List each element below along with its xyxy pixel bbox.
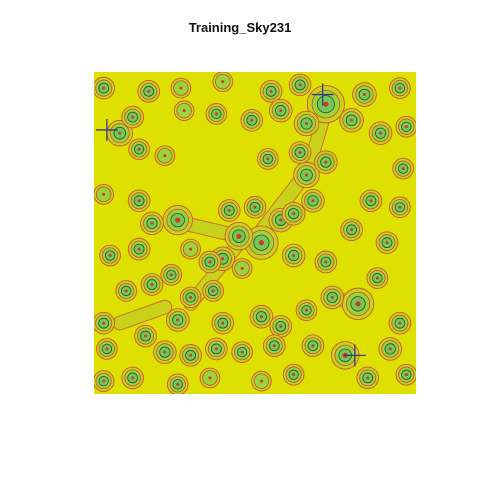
blob-peak-44 [108, 254, 112, 258]
blob-peak-64 [398, 321, 402, 325]
blob-peak-67 [163, 350, 167, 354]
blob-peak-19 [398, 86, 402, 90]
blob-peak-8 [305, 173, 309, 177]
blob-peak-13 [147, 89, 151, 93]
blob-peak-56 [211, 289, 215, 293]
blob-peak-14 [179, 86, 183, 90]
blob-peak-7 [279, 218, 283, 222]
halo-cross-marker-0 [95, 118, 118, 141]
blob-peak-79 [292, 373, 296, 377]
blob-peak-46 [189, 247, 193, 251]
blob-peak-76 [176, 382, 180, 386]
blob-peak-51 [240, 266, 244, 270]
blob-peak-41 [398, 205, 402, 209]
blob-peak-25 [305, 122, 309, 126]
blob-peak-26 [350, 118, 354, 122]
blob-peak-66 [105, 347, 109, 351]
blob-peak-55 [189, 295, 193, 299]
blob-peak-38 [227, 208, 231, 212]
blob-peak-52 [375, 276, 379, 280]
blob-peak-77 [208, 376, 212, 380]
blob-peak-54 [150, 283, 154, 287]
blob-peak-0 [323, 101, 329, 107]
blob-peak-18 [362, 93, 366, 97]
blob-peak-68 [189, 353, 193, 357]
blob-peak-22 [214, 112, 218, 116]
blob-peak-53 [124, 289, 128, 293]
blob-peak-31 [266, 157, 270, 161]
blob-peak-12 [102, 86, 106, 90]
blob-peak-58 [102, 321, 106, 325]
blob-peak-17 [298, 83, 302, 87]
blob-peak-80 [366, 376, 370, 380]
blob-peak-61 [259, 315, 263, 319]
blob-peak-48 [292, 254, 296, 258]
blob-peak-20 [131, 115, 135, 119]
blob-peak-2 [355, 301, 361, 307]
blob-peak-28 [404, 125, 408, 129]
blob-peak-24 [279, 109, 283, 113]
sky-heatmap [94, 72, 416, 394]
blob-peak-69 [214, 347, 218, 351]
halo-cross-marker-2 [343, 344, 366, 367]
blob-peak-70 [240, 350, 244, 354]
blob-peak-62 [279, 324, 283, 328]
blob-peak-60 [221, 321, 225, 325]
blob-peak-50 [169, 273, 173, 277]
blob-peak-47 [208, 260, 212, 264]
blob-peak-78 [259, 379, 263, 383]
blob-peak-81 [404, 373, 408, 377]
chart-title: Training_Sky231 [188, 20, 292, 35]
blob-peak-9 [311, 199, 315, 203]
blob-peak-16 [269, 89, 273, 93]
blob-peak-5 [236, 233, 242, 239]
blob-peak-63 [305, 308, 309, 312]
blob-peak-40 [369, 199, 373, 203]
blob-peak-34 [401, 167, 405, 171]
ridge-0 [113, 300, 172, 330]
blob-peak-4 [175, 217, 181, 223]
blob-peak-59 [176, 318, 180, 322]
blob-peak-6 [221, 257, 225, 261]
blob-peak-65 [144, 334, 148, 338]
blob-peak-37 [150, 221, 154, 225]
blob-peak-33 [324, 160, 328, 164]
blob-peak-43 [385, 241, 389, 245]
blob-peak-39 [253, 205, 257, 209]
blob-peak-45 [137, 247, 141, 251]
blob-peak-71 [272, 344, 276, 348]
halo-cross-marker-1 [311, 83, 334, 106]
blob-peak-57 [330, 295, 334, 299]
blob-peak-11 [118, 131, 122, 135]
blob-peak-32 [298, 151, 302, 154]
blob-peak-23 [250, 118, 254, 122]
blob-peak-27 [379, 131, 383, 135]
blob-peak-36 [137, 199, 141, 203]
blob-peak-74 [102, 379, 106, 383]
blob-peak-73 [388, 347, 392, 351]
blob-peak-30 [163, 154, 167, 158]
blob-peak-1 [258, 240, 265, 246]
blob-peak-29 [137, 147, 141, 151]
blob-peak-21 [182, 109, 186, 113]
blob-peak-49 [324, 260, 328, 264]
blob-peak-72 [311, 344, 315, 348]
blob-peak-42 [350, 228, 354, 232]
blob-peak-15 [221, 80, 225, 84]
blob-peak-75 [131, 376, 135, 380]
blob-peak-10 [292, 212, 296, 216]
blob-peak-35 [102, 192, 106, 196]
